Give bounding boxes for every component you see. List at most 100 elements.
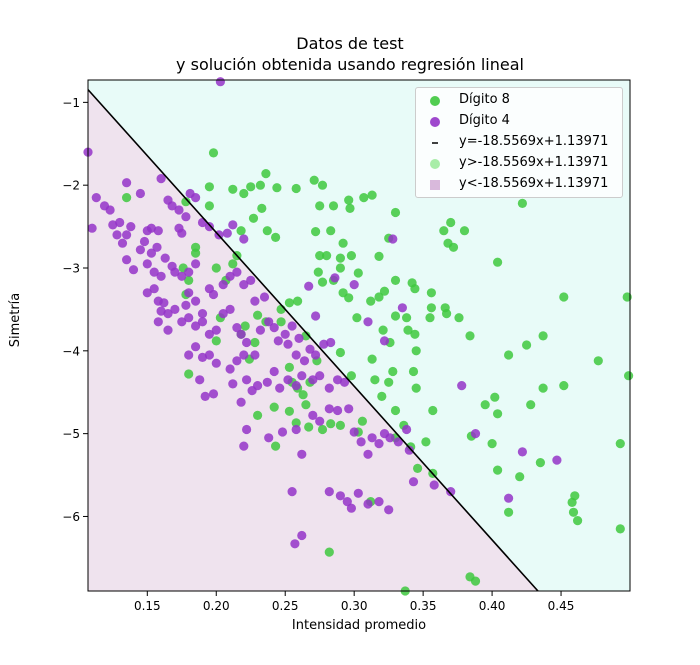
point-series-digit-8 [257,203,267,213]
point-series-digit-8 [504,507,514,517]
point-series-digit-4 [283,339,293,349]
point-series-digit-8 [353,268,363,278]
point-series-digit-4 [315,416,325,426]
point-series-digit-4 [215,77,225,87]
point-series-digit-4 [297,449,307,459]
point-series-digit-4 [122,230,132,240]
point-series-digit-4 [291,424,301,435]
point-series-digit-4 [324,487,334,497]
point-series-digit-8 [615,524,625,534]
point-series-digit-8 [411,383,421,393]
legend-label-digit-8: Dígito 8 [459,92,510,107]
point-series-digit-8 [470,576,481,586]
point-series-digit-8 [317,180,328,190]
point-series-digit-8 [298,390,308,400]
point-series-digit-8 [410,284,420,294]
point-series-digit-4 [311,311,321,321]
point-series-digit-4 [135,245,145,255]
point-series-digit-4 [225,304,235,314]
point-series-digit-4 [117,238,128,248]
point-series-digit-4 [211,358,221,368]
point-series-digit-4 [319,339,329,349]
point-series-digit-4 [191,259,201,269]
point-series-digit-8 [493,257,503,267]
point-series-digit-8 [403,325,413,335]
point-series-digit-8 [374,292,384,302]
chart-title: Datos de test [296,34,404,53]
point-series-digit-4 [232,323,242,333]
point-series-digit-4 [184,350,194,360]
point-series-digit-8 [317,277,328,287]
point-series-digit-4 [262,377,272,387]
point-series-digit-8 [338,238,348,248]
point-series-digit-4 [290,539,300,549]
point-series-digit-4 [291,381,301,391]
point-series-digit-4 [87,223,97,233]
point-series-digit-4 [156,174,166,184]
point-series-digit-4 [287,487,297,497]
point-series-digit-4 [142,259,152,269]
point-series-digit-4 [149,284,159,294]
point-series-digit-4 [264,317,274,327]
point-series-digit-8 [261,169,271,179]
point-series-digit-8 [328,201,339,211]
point-series-digit-4 [156,271,166,281]
point-series-digit-4 [397,303,407,313]
point-series-digit-8 [345,203,355,213]
point-series-digit-8 [291,183,301,194]
point-series-digit-8 [301,400,311,410]
point-series-digit-8 [374,251,384,261]
point-series-digit-4 [228,379,238,389]
point-series-digit-8 [408,366,419,377]
point-series-digit-4 [239,441,249,451]
point-series-digit-4 [91,193,101,203]
legend-item-digit-4: Dígito 4 [416,112,622,132]
point-series-digit-4 [153,226,163,236]
point-series-digit-4 [299,356,310,366]
point-series-digit-4 [333,375,343,385]
point-series-digit-4 [167,201,177,211]
point-series-digit-8 [262,226,272,236]
point-series-digit-8 [211,336,221,346]
point-series-digit-4 [253,381,263,391]
point-series-digit-8 [446,217,456,228]
legend-marker-digit-4 [430,117,440,127]
point-series-digit-4 [333,405,343,416]
point-series-digit-4 [204,329,214,339]
point-series-digit-4 [275,383,285,393]
point-series-digit-4 [218,309,228,319]
point-series-digit-8 [335,263,345,273]
point-series-digit-4 [363,499,373,509]
point-series-digit-8 [291,418,301,428]
point-series-digit-8 [448,242,459,252]
point-series-digit-4 [191,193,201,203]
point-series-digit-8 [567,497,577,507]
point-series-digit-4 [191,296,201,306]
point-series-digit-4 [184,288,194,298]
point-series-digit-4 [404,445,414,455]
point-series-digit-8 [253,310,263,320]
y-tick-label: −5 [62,427,80,441]
point-series-digit-4 [342,497,352,507]
point-series-digit-4 [149,267,159,277]
point-series-digit-4 [126,222,136,232]
point-series-digit-8 [208,148,219,158]
point-series-digit-8 [326,226,336,236]
point-series-digit-4 [170,267,180,277]
point-series-digit-4 [191,321,201,331]
point-series-digit-8 [344,195,354,205]
y-tick-label: −3 [62,262,80,276]
point-series-digit-4 [246,275,256,285]
point-series-digit-4 [304,281,314,291]
point-series-digit-8 [411,346,421,356]
point-series-digit-8 [181,197,191,207]
point-series-digit-8 [390,207,401,218]
point-series-digit-4 [259,292,270,302]
point-series-digit-4 [232,356,242,366]
point-series-digit-4 [146,248,156,258]
point-series-digit-8 [624,371,634,381]
point-series-digit-4 [204,350,214,360]
point-series-digit-4 [177,228,187,238]
point-series-digit-8 [301,331,311,341]
point-series-digit-8 [346,251,356,261]
